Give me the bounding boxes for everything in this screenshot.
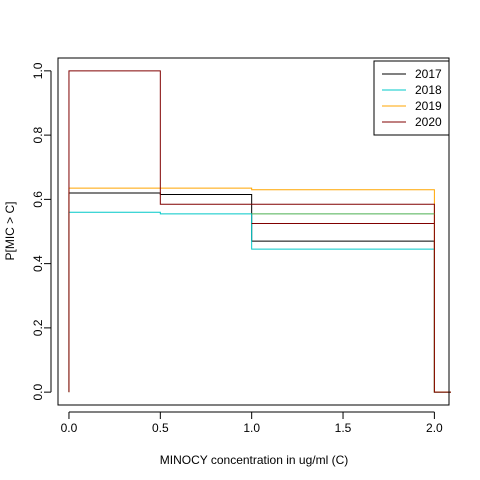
y-axis-label: P[MIC > C] — [3, 201, 17, 260]
x-tick-label: 2.0 — [426, 421, 443, 435]
legend-label: 2017 — [415, 67, 442, 81]
x-tick-label: 0.0 — [61, 421, 78, 435]
y-tick-label: 0.6 — [31, 191, 45, 208]
plot-frame — [57, 57, 450, 406]
legend-label: 2019 — [415, 99, 442, 113]
y-tick-label: 1.0 — [31, 62, 45, 79]
legend-label: 2020 — [415, 115, 442, 129]
x-tick-label: 0.5 — [152, 421, 169, 435]
y-tick-label: 0.8 — [31, 126, 45, 143]
legend: 2017 2018 2019 2020 — [373, 60, 450, 136]
series-lines — [68, 70, 451, 393]
x-tick-label: 1.5 — [335, 421, 352, 435]
x-axis-label: MINOCY concentration in ug/ml (C) — [160, 453, 349, 467]
y-tick-label: 0.0 — [31, 383, 45, 400]
x-axis: 0.0 0.5 1.0 1.5 2.0 — [61, 411, 443, 435]
y-axis: 0.0 0.2 0.4 0.6 0.8 1.0 — [31, 62, 52, 400]
series-line-2020 — [68, 70, 451, 393]
y-tick-label: 0.2 — [31, 319, 45, 336]
legend-box — [373, 60, 450, 136]
legend-label: 2018 — [415, 83, 442, 97]
y-tick-label: 0.4 — [31, 255, 45, 272]
x-tick-label: 1.0 — [243, 421, 260, 435]
